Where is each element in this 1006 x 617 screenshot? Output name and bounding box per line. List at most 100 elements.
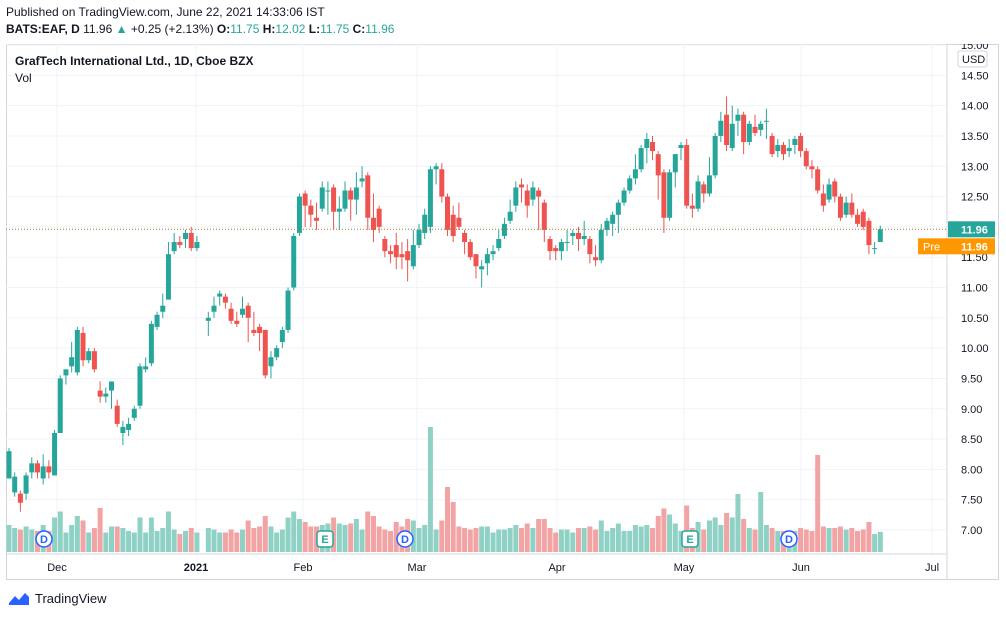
candle-body [109, 381, 115, 391]
candle-body [143, 366, 149, 370]
candle-body [29, 463, 35, 473]
candle-body [6, 451, 12, 479]
low-value: 11.75 [320, 22, 350, 36]
volume-bar [803, 529, 809, 552]
volume-bar [445, 487, 450, 552]
volume-bar [410, 520, 416, 552]
candle-body [171, 242, 177, 252]
volume-bar [274, 532, 280, 552]
volume-bar [342, 525, 348, 552]
candle-body [877, 229, 883, 243]
volume-bar [359, 529, 365, 552]
candle-body [445, 196, 450, 230]
volume-bar [484, 526, 490, 552]
candle-body [86, 351, 92, 361]
volume-bar [872, 534, 878, 552]
volume-bar [860, 529, 866, 552]
volume-bar [336, 523, 342, 552]
volume-bar [217, 532, 223, 552]
volume-bar [433, 529, 439, 552]
volume-bar [194, 532, 200, 552]
candle-body [581, 235, 587, 239]
volume-bar [427, 427, 433, 552]
volume-bar [672, 523, 678, 552]
volume-bar [547, 528, 553, 552]
high-label: H: [262, 22, 276, 36]
currency-box [957, 50, 988, 68]
candle-body [69, 357, 75, 367]
volume-bar [365, 511, 371, 552]
volume-bar [735, 494, 741, 552]
candle-body [433, 166, 439, 170]
brand-label: TradingView [35, 590, 107, 606]
candle-body [820, 193, 826, 206]
volume-bar [627, 531, 633, 552]
candle-body [137, 366, 143, 406]
candle-body [638, 148, 644, 170]
candle-body [507, 211, 513, 221]
y-tick-label: 10.00 [961, 343, 989, 355]
candle-body [188, 232, 194, 249]
volume-bar [706, 520, 712, 552]
volume-bar [593, 529, 599, 552]
volume-legend: Vol [15, 71, 32, 85]
volume-bar [462, 528, 468, 552]
candle-body [650, 142, 656, 152]
candle-body [126, 423, 132, 430]
earnings-icon: E [681, 530, 699, 548]
volume-bar [131, 532, 137, 552]
change-up-icon: ▲ [115, 22, 128, 36]
pre-market-tag [918, 238, 995, 255]
volume-bar [553, 532, 559, 552]
pre-label: Pre [923, 241, 940, 253]
footer[interactable]: TradingView [8, 590, 107, 606]
volume-bar [564, 529, 570, 552]
candle-body [399, 254, 405, 258]
candle-body [575, 232, 581, 239]
candle-body [558, 242, 564, 252]
volume-bar [6, 525, 12, 552]
candle-body [97, 390, 103, 397]
y-tick-label: 13.50 [961, 131, 989, 143]
candle-body [388, 251, 394, 255]
volume-bar [826, 528, 832, 552]
close-value: 11.96 [365, 22, 395, 36]
volume-bar [621, 531, 627, 552]
y-tick-label: 15.00 [961, 44, 989, 52]
volume-bar [183, 531, 189, 552]
candle-body [228, 308, 234, 321]
candle-body [866, 220, 872, 246]
candle-body [353, 187, 359, 200]
price-chart[interactable]: 7.00 7.50 8.00 8.50 9.00 9.50 10.00 10.50 11.00 1… [6, 44, 999, 580]
candle-body [706, 175, 712, 194]
candle-body [798, 135, 804, 152]
candle-body [205, 317, 211, 321]
candle-body [496, 239, 502, 249]
candle-body [348, 190, 354, 200]
candle-body [695, 181, 701, 209]
candle-body [308, 205, 314, 215]
candle-body [490, 251, 496, 255]
candle-body [342, 190, 348, 209]
candle-body [325, 190, 331, 192]
volume-bar [211, 529, 217, 552]
candle-body [456, 217, 462, 227]
volume-bar [570, 532, 576, 552]
candle-body [792, 138, 798, 146]
change-value: +0.25 (+2.13%) [130, 22, 214, 36]
candle-body [570, 232, 576, 236]
volume-bar [763, 525, 769, 552]
pre-price-label: 11.96 [961, 241, 988, 253]
volume-bar [650, 528, 656, 552]
volume-bar [775, 531, 781, 552]
volume-bar [490, 532, 496, 552]
volume-bar [91, 528, 97, 552]
candle-body [860, 211, 866, 227]
candle-body [689, 205, 695, 209]
y-tick-label: 9.50 [961, 373, 982, 385]
chart-header: Published on TradingView.com, June 22, 2… [6, 4, 394, 38]
candle-body [40, 466, 46, 479]
volume-bar [74, 516, 80, 552]
volume-bar [541, 519, 547, 552]
candle-body [302, 193, 308, 206]
